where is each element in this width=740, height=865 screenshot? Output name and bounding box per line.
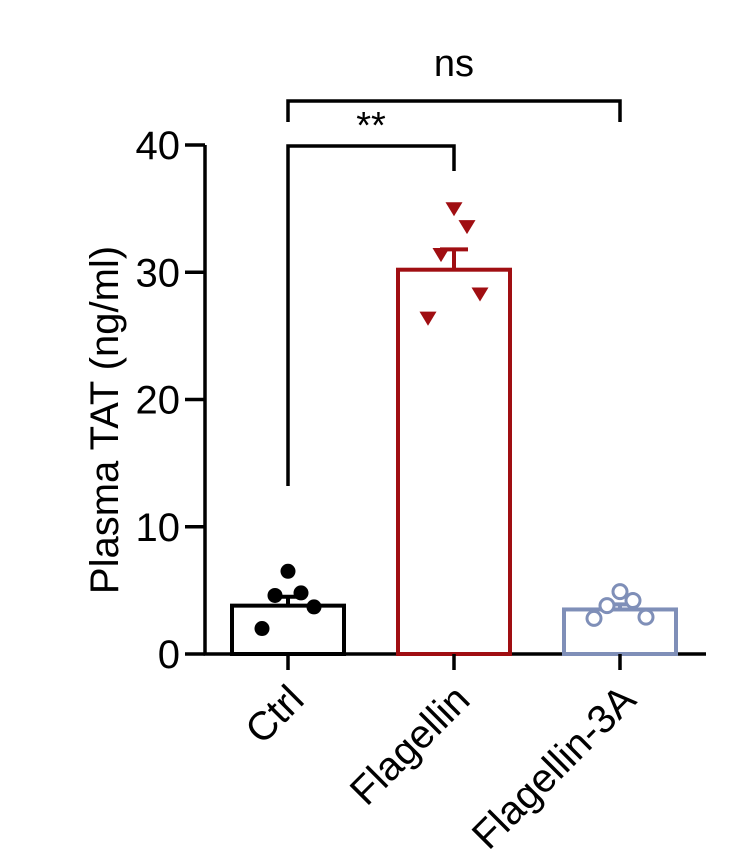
x-tick-label: Flagellin: [342, 677, 478, 813]
significance-label: ns: [434, 43, 474, 85]
y-tick-label: 0: [158, 633, 180, 677]
y-tick-label: 40: [136, 124, 181, 168]
data-point: [280, 563, 296, 579]
y-tick-label: 10: [136, 506, 181, 550]
significance-bracket: [286, 144, 456, 486]
data-point: [585, 609, 603, 627]
data-point: [432, 248, 450, 263]
data-point: [598, 597, 616, 615]
x-tick-label: Ctrl: [237, 677, 312, 752]
data-point: [471, 287, 489, 302]
data-point: [637, 608, 655, 626]
data-point: [624, 592, 642, 610]
data-point: [611, 583, 629, 601]
data-point: [419, 311, 437, 326]
bar: [562, 607, 678, 657]
bar: [396, 267, 512, 656]
data-point: [293, 585, 309, 601]
data-point: [267, 587, 283, 603]
y-axis-label: Plasma TAT (ng/ml): [83, 246, 127, 594]
bar: [230, 603, 346, 657]
data-point: [445, 202, 463, 217]
significance-label: **: [356, 105, 386, 147]
data-point: [306, 599, 322, 615]
y-tick-label: 30: [136, 251, 181, 295]
data-point: [254, 621, 270, 637]
significance-bracket: [286, 99, 622, 122]
x-tick-label: Flagellin-3A: [464, 677, 645, 858]
data-point: [458, 220, 476, 235]
y-tick-label: 20: [136, 379, 181, 423]
